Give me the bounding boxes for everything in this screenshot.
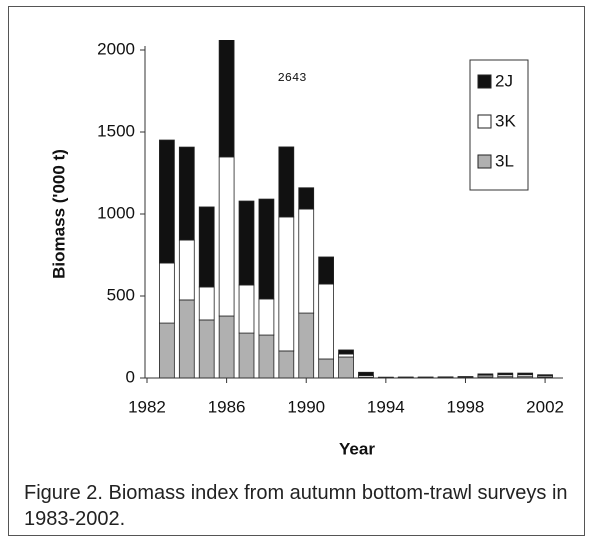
bar-segment — [318, 358, 334, 379]
bar-segment — [318, 283, 334, 360]
legend-swatch — [477, 74, 492, 89]
figure-frame — [8, 6, 585, 536]
bar-segment — [178, 299, 195, 379]
annotation: 2643 — [278, 71, 307, 85]
y-tick-label: 1000 — [97, 203, 135, 222]
y-tick-label: 1500 — [97, 121, 135, 140]
legend-label: 3K — [495, 111, 516, 130]
legend-label: 3L — [495, 151, 514, 170]
bar-segment — [159, 322, 175, 379]
bar-segment — [338, 353, 354, 358]
bar-segment — [159, 139, 175, 264]
x-tick-label: 1982 — [128, 397, 166, 416]
y-tick-label: 2000 — [97, 39, 135, 58]
caption: Figure 2. Biomass index from autumn bott… — [24, 482, 568, 530]
y-tick-label: 0 — [126, 367, 135, 386]
bar-segment — [159, 262, 175, 324]
x-axis-label: Year — [339, 439, 375, 458]
bar-segment — [298, 312, 315, 379]
y-axis-label: Biomass ('000 t) — [49, 149, 68, 279]
x-tick-label: 1990 — [287, 397, 325, 416]
bar-segment — [338, 356, 354, 379]
bar-segment — [218, 156, 235, 317]
bar-segment — [198, 319, 215, 379]
x-tick-label: 1994 — [367, 397, 405, 416]
bar-segment — [198, 206, 215, 288]
bar-segment — [258, 298, 275, 336]
bar-segment — [298, 187, 315, 210]
bar-segment — [497, 372, 514, 376]
bar-segment — [238, 332, 255, 379]
bar-segment — [298, 208, 315, 314]
x-tick-label: 2002 — [526, 397, 564, 416]
bar-segment — [278, 146, 295, 218]
bar-segment — [517, 372, 534, 376]
bar-segment — [258, 198, 275, 300]
bar-segment — [278, 350, 295, 379]
bar-segment — [318, 256, 334, 285]
bar-segment — [218, 315, 235, 379]
bar-segment — [238, 284, 255, 334]
bar-segment — [537, 374, 553, 377]
legend-label: 2J — [495, 71, 513, 90]
bar-segment — [218, 40, 235, 158]
bar-segment — [198, 286, 215, 321]
bar-segment — [477, 373, 494, 376]
legend-swatch — [477, 154, 492, 169]
bar-segment — [358, 371, 374, 376]
bar-segment — [278, 216, 295, 352]
legend-swatch — [477, 114, 492, 129]
bars — [159, 40, 553, 379]
bar-segment — [338, 349, 354, 355]
x-tick-label: 1986 — [208, 397, 246, 416]
x-tick-label: 1998 — [447, 397, 485, 416]
bar-segment — [178, 239, 195, 301]
bar-segment — [238, 200, 255, 286]
bar-segment — [258, 334, 275, 379]
y-tick-label: 500 — [107, 285, 135, 304]
bar-segment — [178, 146, 195, 241]
